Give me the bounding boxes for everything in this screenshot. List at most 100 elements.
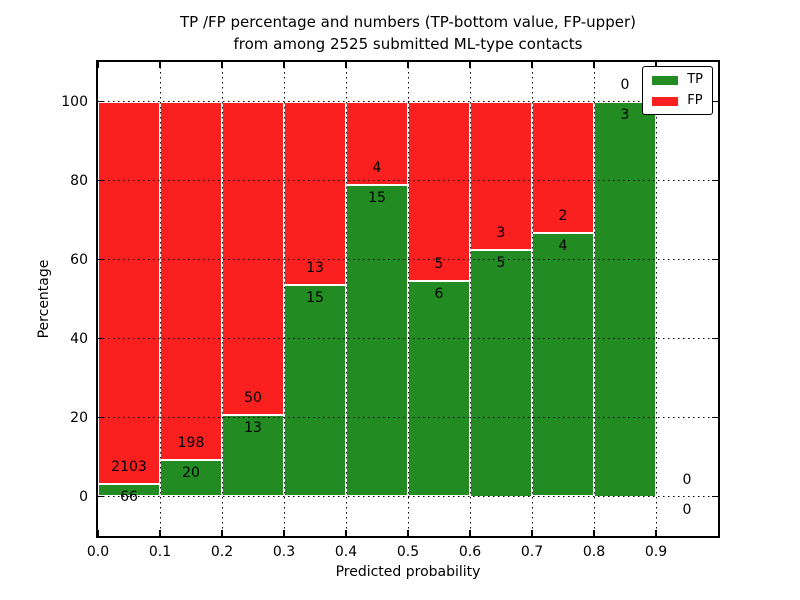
x-tick-mark-bottom: [159, 530, 161, 536]
fp-bar-segment: [346, 101, 408, 185]
x-tick-mark-bottom: [345, 530, 347, 536]
fp-bar-segment: [284, 101, 346, 285]
tp-count-label: 6: [434, 286, 444, 303]
y-tick-mark-right: [712, 179, 718, 182]
y-axis-label: Percentage: [36, 259, 52, 339]
legend-item-label: TP: [687, 72, 703, 87]
y-tick-mark-right: [712, 258, 718, 261]
horizontal-gridline: [98, 496, 718, 497]
legend-item: TP: [652, 73, 703, 87]
y-tick-mark-right: [712, 495, 718, 498]
x-tick-mark-top: [283, 62, 285, 68]
y-tick-label: 60: [70, 251, 88, 268]
x-tick-mark-bottom: [407, 530, 409, 536]
horizontal-gridline: [98, 180, 718, 181]
x-tick-label: 0.6: [458, 544, 482, 560]
tp-bar-segment: [160, 460, 222, 497]
fp-count-label: 50: [244, 389, 262, 406]
chart-title-line2: from among 2525 submitted ML-type contac…: [233, 35, 583, 53]
x-tick-mark-top: [97, 62, 99, 68]
x-tick-label: 0.9: [644, 544, 668, 560]
tp-bar-segment: [594, 101, 656, 497]
horizontal-gridline: [98, 101, 718, 102]
x-tick-mark-bottom: [97, 530, 99, 536]
tp-count-label: 15: [306, 289, 324, 306]
x-tick-label: 0.2: [210, 544, 234, 560]
x-tick-mark-bottom: [655, 530, 657, 536]
tp-bar-segment: [532, 233, 594, 497]
horizontal-gridline: [98, 417, 718, 418]
vertical-gridline: [655, 62, 657, 536]
fp-count-label: 4: [372, 159, 382, 176]
x-tick-mark-top: [221, 62, 223, 68]
y-tick-label: 100: [61, 93, 88, 110]
fp-count-label: 3: [496, 224, 506, 241]
x-tick-mark-bottom: [593, 530, 595, 536]
x-tick-label: 0.8: [582, 544, 606, 560]
x-tick-mark-bottom: [469, 530, 471, 536]
x-tick-label: 0.4: [334, 544, 358, 560]
x-tick-label: 0.3: [272, 544, 296, 560]
x-tick-label: 0.0: [86, 544, 110, 560]
vertical-gridline: [469, 62, 471, 536]
legend-item: FP: [652, 94, 703, 108]
x-axis-label: Predicted probability: [335, 564, 481, 580]
tp-legend-swatch-icon: [652, 75, 679, 85]
fp-count-label: 0: [682, 471, 692, 488]
x-tick-mark-top: [593, 62, 595, 68]
x-tick-mark-bottom: [531, 530, 533, 536]
tp-count-label: 66: [120, 489, 138, 506]
plot-area: TP FP 2103 66 198 20 50 13 13 15 4 15 5 6 3 5 2 4 0 3 0 0 0.0…: [61, 60, 720, 560]
y-tick-mark-left: [98, 258, 104, 261]
tp-count-label: 3: [620, 106, 630, 123]
vertical-gridline: [159, 62, 161, 536]
tp-bar-segment: [284, 284, 346, 497]
x-tick-mark-top: [531, 62, 533, 68]
x-tick-label: 0.1: [148, 544, 172, 560]
tp-bar-segment: [470, 249, 532, 497]
tp-count-label: 20: [182, 465, 200, 482]
x-tick-label: 0.5: [396, 544, 420, 560]
fp-bar-segment: [408, 101, 470, 282]
fp-count-label: 0: [620, 76, 630, 93]
fp-count-label: 2: [558, 208, 568, 225]
horizontal-gridline: [98, 259, 718, 260]
x-tick-mark-top: [345, 62, 347, 68]
x-tick-mark-bottom: [221, 530, 223, 536]
y-tick-mark-left: [98, 416, 104, 419]
tp-count-label: 4: [558, 238, 568, 255]
vertical-gridline: [221, 62, 223, 536]
vertical-gridline: [531, 62, 533, 536]
legend-box: TP FP: [642, 66, 713, 115]
y-tick-mark-left: [98, 179, 104, 182]
tp-bar-segment: [222, 414, 284, 497]
fp-count-label: 13: [306, 259, 324, 276]
horizontal-gridline: [98, 338, 718, 339]
tp-bar-segment: [408, 281, 470, 497]
fp-legend-swatch-icon: [652, 96, 679, 106]
fp-bar-segment: [470, 101, 532, 250]
tp-count-label: 15: [368, 189, 386, 206]
tp-count-label: 0: [682, 501, 692, 518]
y-tick-mark-left: [98, 337, 104, 340]
vertical-gridline: [407, 62, 409, 536]
fp-count-label: 5: [434, 256, 444, 273]
x-tick-mark-top: [469, 62, 471, 68]
legend-item-label: FP: [687, 93, 703, 108]
x-tick-mark-bottom: [283, 530, 285, 536]
y-tick-mark-left: [98, 495, 104, 498]
x-tick-mark-top: [407, 62, 409, 68]
fp-bar-segment: [98, 101, 160, 485]
y-tick-mark-right: [712, 337, 718, 340]
y-tick-label: 80: [70, 172, 88, 189]
y-tick-label: 40: [70, 330, 88, 347]
y-tick-mark-right: [712, 100, 718, 103]
vertical-gridline: [345, 62, 347, 536]
tp-count-label: 13: [244, 419, 262, 436]
x-tick-label: 0.7: [520, 544, 544, 560]
vertical-gridline: [593, 62, 595, 536]
x-tick-mark-top: [655, 62, 657, 68]
x-tick-mark-top: [159, 62, 161, 68]
tp-bar-segment: [346, 184, 408, 497]
